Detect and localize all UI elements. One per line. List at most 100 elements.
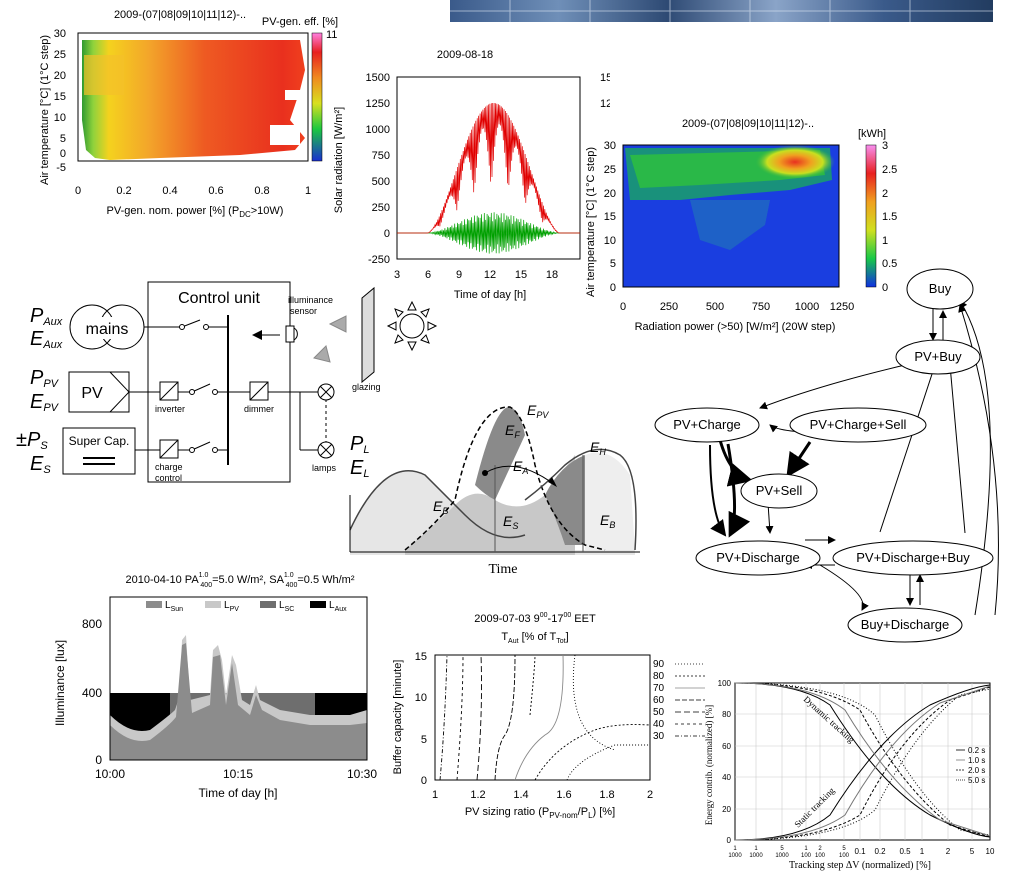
svg-text:PV+Sell: PV+Sell [756, 483, 803, 498]
p-pv-label: PPV [30, 367, 60, 390]
e-pv-energy: EPV [527, 402, 549, 420]
node-pv-discharge [695, 540, 821, 576]
e-aux-label: EAux [30, 328, 63, 351]
control-unit-title: Control unit [178, 290, 260, 307]
heatmap-right-colorbar-label: [kWh] [858, 128, 886, 140]
svg-text:30: 30 [604, 140, 616, 152]
svg-text:0: 0 [384, 228, 390, 240]
svg-text:10:30: 10:30 [347, 767, 377, 781]
svg-text:1: 1 [804, 846, 808, 852]
svg-text:60: 60 [722, 742, 731, 751]
svg-text:1.0 s: 1.0 s [968, 756, 985, 765]
svg-text:100: 100 [839, 853, 850, 859]
energy-xlabel: Time [488, 562, 517, 577]
svg-text:80: 80 [653, 671, 665, 682]
svg-text:750: 750 [372, 150, 390, 162]
svg-text:0: 0 [882, 282, 888, 294]
legend-label: LPV [224, 600, 239, 613]
svg-text:25: 25 [604, 164, 616, 176]
radiation-chart: 2009-08-18 1500 1250 1000 750 500 250 0 … [333, 49, 610, 301]
svg-text:0.2: 0.2 [116, 185, 131, 197]
control-diagram: PAux EAux PPV EPV ±PS ES PL EL mains PV … [16, 281, 438, 483]
legend-swatch [146, 601, 162, 608]
illuminance-label-2: sensor [290, 306, 317, 316]
illuminance-xlabel: Time of day [h] [199, 786, 278, 800]
legend-label: LSun [165, 600, 183, 613]
svg-text:5: 5 [970, 847, 975, 856]
buffer-ylabel: Buffer capacity [minute] [392, 660, 404, 775]
svg-text:1: 1 [432, 789, 438, 801]
svg-text:0.4: 0.4 [162, 185, 177, 197]
svg-text:1.2: 1.2 [470, 789, 485, 801]
radiation-xlabel: Time of day [h] [454, 289, 526, 301]
svg-text:10: 10 [604, 235, 616, 247]
mains-label: mains [86, 321, 129, 338]
buffer-chart: 2009-07-03 900-1700 EET TAut [% of TTot]… [392, 612, 705, 820]
svg-text:1000: 1000 [366, 124, 390, 136]
svg-text:0.2 s: 0.2 s [968, 746, 985, 755]
svg-text:12: 12 [484, 269, 496, 281]
svg-text:1250: 1250 [600, 98, 610, 110]
svg-text:0.5: 0.5 [899, 847, 911, 856]
light-arrow-2 [313, 345, 331, 363]
svg-text:15: 15 [54, 91, 66, 103]
e-s-label: ES [30, 453, 51, 476]
svg-text:1500: 1500 [600, 72, 610, 84]
svg-text:-5: -5 [56, 162, 66, 174]
svg-text:PV+Charge: PV+Charge [673, 417, 741, 432]
svg-text:30: 30 [54, 28, 66, 40]
svg-text:1500: 1500 [366, 72, 390, 84]
buffer-xlabel: PV sizing ratio (PPV-nom/PL) [%] [465, 806, 615, 820]
illuminance-ylabel: Illuminance [lux] [53, 640, 67, 726]
svg-text:500: 500 [372, 176, 390, 188]
e-b-energy: EB [433, 498, 448, 516]
svg-text:20: 20 [722, 805, 731, 814]
heatmap-left-ylabel: Air temperature [°C] (1°C step) [39, 35, 51, 185]
svg-text:0: 0 [620, 301, 626, 313]
svg-text:1000: 1000 [775, 853, 789, 859]
svg-text:-250: -250 [368, 254, 390, 266]
svg-text:250: 250 [660, 301, 678, 313]
legend-label: LAux [329, 600, 347, 613]
glazing-label: glazing [352, 382, 381, 392]
e-pv-label: EPV [30, 391, 60, 414]
radiation-title: 2009-08-18 [437, 49, 493, 61]
svg-text:0: 0 [60, 148, 66, 160]
energy-diagram: EPV EF EA EH EB ES EB Time [349, 402, 640, 577]
heatmap-right-xlabel: Radiation power (>50) [W/m²] (20W step) [635, 321, 836, 333]
svg-text:1: 1 [882, 235, 888, 247]
svg-text:0.6: 0.6 [208, 185, 223, 197]
illuminance-chart: 2010-04-10 PA1.0 400=5.0 W/m², SA1.0 400=0… [53, 572, 377, 800]
heatmap-right: 2009-(07|08|09|10|11|12)-.. [kWh] 3 2.5 … [585, 118, 897, 333]
svg-text:1: 1 [920, 847, 925, 856]
svg-text:2: 2 [647, 789, 653, 801]
svg-text:15: 15 [604, 211, 616, 223]
svg-text:1.5: 1.5 [882, 211, 897, 223]
node-pv-buy [895, 339, 981, 375]
svg-text:5: 5 [610, 258, 616, 270]
heatmap-right-ylabel: Air temperature [°C] (1°C step) [585, 147, 597, 297]
svg-text:2: 2 [818, 846, 822, 852]
p-aux-label: PAux [30, 305, 63, 328]
svg-text:90: 90 [653, 659, 665, 670]
svg-text:750: 750 [752, 301, 770, 313]
svg-text:1.4: 1.4 [513, 789, 528, 801]
svg-text:Buy: Buy [929, 281, 952, 296]
buffer-title: 2009-07-03 900-1700 EET [474, 612, 596, 625]
svg-text:80: 80 [722, 710, 731, 719]
solar-panel-photo [450, 0, 993, 22]
svg-text:10: 10 [415, 692, 427, 704]
svg-text:500: 500 [706, 301, 724, 313]
svg-text:70: 70 [653, 683, 665, 694]
state-graph: Buy PV+Buy PV+Charge PV+Charge+Sell PV+S… [654, 268, 999, 643]
svg-text:5: 5 [842, 846, 846, 852]
svg-text:10:00: 10:00 [95, 767, 125, 781]
svg-text:800: 800 [82, 617, 102, 631]
svg-text:5: 5 [780, 846, 784, 852]
charge-control-label-2: control [155, 473, 182, 483]
svg-text:20: 20 [604, 188, 616, 200]
svg-text:100: 100 [815, 853, 826, 859]
heatmap-left-xlabel: PV-gen. nom. power [%] (PDC>10W) [107, 205, 284, 219]
svg-text:10: 10 [54, 112, 66, 124]
svg-text:1: 1 [305, 185, 311, 197]
